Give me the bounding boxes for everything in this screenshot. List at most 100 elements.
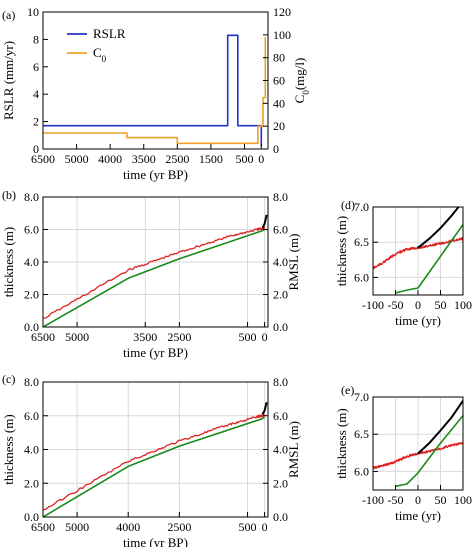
- x-tick-label-e-3: 50: [435, 493, 447, 507]
- x-axis-label-b: time (yr BP): [123, 345, 188, 360]
- y-right-tick-label-a-4: 80: [273, 51, 285, 65]
- y-right-tick-label-c-0: 0.0: [273, 510, 288, 524]
- panel-d: (d) -100 -50 0 50 100 6.0 6.5 7.0 time (yr) thickn…: [334, 198, 472, 328]
- plot-frame-a: [42, 11, 269, 150]
- y-right-axis-label-b: RMSL (m): [286, 234, 301, 291]
- x-tick-label-b-5: 0: [262, 330, 268, 344]
- x-tick-label-b-3: 2500: [167, 330, 191, 344]
- y-right-axis-label-a: C0(mg/l): [292, 58, 311, 104]
- panel-label-e: (e): [341, 383, 354, 397]
- series-line-c-rmsl: [43, 416, 265, 517]
- series-line-b-rmsl: [43, 228, 265, 327]
- y-tick-label-d-2: 7.0: [354, 200, 369, 214]
- x-tick-label-a-4: 2500: [165, 152, 189, 166]
- y-axis-label-b: thickness (m): [1, 227, 16, 297]
- legend-label-rslr: RSLR: [93, 26, 126, 41]
- x-tick-label-d-4: 100: [454, 298, 472, 312]
- series-line-d-black: [417, 206, 460, 249]
- x-axis-label-a: time (yr BP): [123, 167, 188, 182]
- y-tick-label-b-1: 2.0: [24, 288, 39, 302]
- panel-label-c: (c): [2, 372, 15, 386]
- panel-label-b: (b): [2, 188, 16, 202]
- series-line-c-black: [261, 402, 268, 415]
- y-tick-label-a-0: 0: [33, 142, 39, 156]
- y-axis-label-d: thickness (m): [334, 216, 349, 286]
- x-axis-label-d: time (yr): [395, 313, 441, 328]
- y-right-tick-label-a-5: 100: [273, 28, 291, 42]
- y-right-axis-label-c: RMSL (m): [286, 421, 301, 478]
- x-tick-label-d-0: -100: [362, 298, 384, 312]
- series-line-c-thickness: [43, 413, 266, 511]
- panel-c: (c)6500 5000 4000 2500 500 00.02.04.06.08.00.…: [1, 372, 301, 547]
- y-tick-label-b-0: 0.0: [24, 320, 39, 334]
- y-right-tick-label-b-3: 6.0: [273, 223, 288, 237]
- panel-label-d: (d): [341, 198, 355, 212]
- y-tick-label-c-0: 0.0: [24, 510, 39, 524]
- x-tick-label-a-0: 6500: [31, 152, 55, 166]
- y-right-tick-label-a-1: 20: [273, 119, 285, 133]
- series-line-b-black: [261, 214, 268, 229]
- x-tick-label-e-1: -50: [388, 493, 404, 507]
- x-tick-label-a-1: 5000: [65, 152, 89, 166]
- y-tick-label-a-2: 4: [33, 87, 39, 101]
- legend-label-c0: C0: [93, 45, 107, 64]
- y-right-tick-label-c-4: 8.0: [273, 375, 288, 389]
- y-axis-label-e: thickness (m): [334, 408, 349, 478]
- x-tick-label-e-4: 100: [454, 493, 472, 507]
- series-line-a-c0: [43, 37, 267, 145]
- x-tick-label-c-5: 0: [262, 520, 268, 534]
- y-axis-label-a: RSLR (mm/yr): [1, 41, 16, 120]
- y-tick-label-e-1: 6.5: [354, 427, 369, 441]
- y-tick-label-c-1: 2.0: [24, 476, 39, 490]
- x-tick-label-a-6: 500: [235, 152, 253, 166]
- x-tick-label-c-2: 4000: [116, 520, 140, 534]
- y-tick-label-e-2: 7.0: [354, 390, 369, 404]
- x-tick-label-a-2: 4000: [98, 152, 122, 166]
- panel-e: (e) -100 -50 0 50 100 6.0 6.5 7.0 time (yr) thickn…: [334, 383, 472, 523]
- x-tick-label-a-7: 0: [258, 152, 264, 166]
- x-tick-label-b-4: 500: [239, 330, 257, 344]
- y-right-tick-label-b-2: 4.0: [273, 255, 288, 269]
- x-tick-label-c-0: 6500: [31, 520, 55, 534]
- y-tick-label-d-0: 6.0: [354, 270, 369, 284]
- x-tick-label-d-1: -50: [388, 298, 404, 312]
- series-line-d-thickness: [373, 237, 463, 270]
- y-axis-label-c: thickness (m): [1, 414, 16, 484]
- panel-label-a: (a): [2, 8, 15, 22]
- y-right-tick-label-c-1: 2.0: [273, 476, 288, 490]
- y-right-tick-label-a-0: 0: [273, 142, 279, 156]
- series-line-e-black: [417, 400, 463, 455]
- y-tick-label-b-2: 4.0: [24, 255, 39, 269]
- series-line-b-thickness: [43, 226, 266, 319]
- x-tick-label-e-2: 0: [415, 493, 421, 507]
- y-right-tick-label-a-3: 60: [273, 74, 285, 88]
- x-tick-label-e-0: -100: [362, 493, 384, 507]
- y-right-tick-label-a-2: 40: [273, 96, 285, 110]
- x-tick-label-d-3: 50: [435, 298, 447, 312]
- y-right-tick-label-b-1: 2.0: [273, 288, 288, 302]
- panel-b: (b)6500 5000 3500 2500 500 00.02.04.06.08.00.…: [1, 188, 301, 360]
- x-tick-label-c-4: 500: [239, 520, 257, 534]
- y-right-tick-label-b-0: 0.0: [273, 320, 288, 334]
- y-tick-label-a-3: 6: [33, 60, 39, 74]
- series-line-d-rmsl: [395, 224, 463, 294]
- x-tick-label-b-0: 6500: [31, 330, 55, 344]
- y-tick-label-c-3: 6.0: [24, 409, 39, 423]
- y-tick-label-b-3: 6.0: [24, 223, 39, 237]
- y-right-tick-label-c-2: 4.0: [273, 443, 288, 457]
- x-tick-label-d-2: 0: [415, 298, 421, 312]
- x-tick-label-a-5: 1500: [199, 152, 223, 166]
- y-right-tick-label-a-6: 120: [273, 5, 291, 19]
- y-right-tick-label-c-3: 6.0: [273, 409, 288, 423]
- y-tick-label-c-4: 8.0: [24, 375, 39, 389]
- x-tick-label-b-1: 5000: [65, 330, 89, 344]
- y-tick-label-b-4: 8.0: [24, 190, 39, 204]
- series-line-a-rslr: [43, 34, 263, 147]
- x-tick-label-a-3: 3500: [132, 152, 156, 166]
- y-tick-label-c-2: 4.0: [24, 443, 39, 457]
- x-tick-label-b-2: 3500: [133, 330, 157, 344]
- x-tick-label-c-1: 5000: [65, 520, 89, 534]
- y-tick-label-e-0: 6.0: [354, 464, 369, 478]
- series-line-e-rmsl: [395, 415, 463, 488]
